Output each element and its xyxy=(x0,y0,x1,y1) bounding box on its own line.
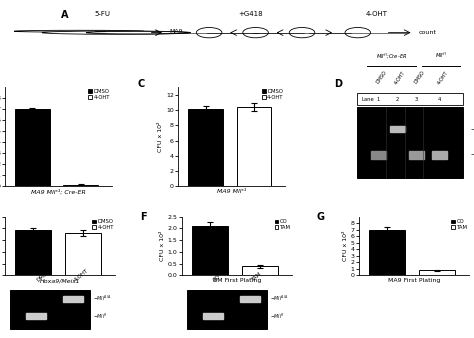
Legend: DMSO, 4-OHT: DMSO, 4-OHT xyxy=(261,88,285,101)
Text: 3: 3 xyxy=(415,97,418,102)
Ellipse shape xyxy=(14,30,144,32)
Bar xyxy=(409,151,424,159)
Text: MA9: MA9 xyxy=(170,29,183,34)
Text: D: D xyxy=(334,79,342,90)
Text: count: count xyxy=(418,30,436,35)
Bar xyxy=(65,233,101,275)
Ellipse shape xyxy=(289,27,315,38)
Bar xyxy=(15,110,50,186)
Bar xyxy=(16,230,51,275)
Text: $Mll^{fl}$;Cre-ER: $Mll^{fl}$;Cre-ER xyxy=(376,51,407,60)
Bar xyxy=(10,290,90,329)
Ellipse shape xyxy=(42,31,191,34)
Text: Lane: Lane xyxy=(362,97,374,102)
Ellipse shape xyxy=(345,27,371,38)
Bar xyxy=(432,151,447,159)
Ellipse shape xyxy=(196,27,222,38)
X-axis label: MA9 First Plating: MA9 First Plating xyxy=(388,278,440,283)
Bar xyxy=(242,266,278,275)
Bar xyxy=(357,93,464,105)
Bar xyxy=(390,126,405,132)
Text: $Mll^{fl}$: $Mll^{fl}$ xyxy=(435,50,447,60)
X-axis label: Hoxa9/Meis1: Hoxa9/Meis1 xyxy=(40,278,81,283)
Bar xyxy=(64,185,98,186)
Text: $-Mll^{\Delta/\Delta}$: $-Mll^{\Delta/\Delta}$ xyxy=(270,294,289,303)
X-axis label: MA9 Mllᶟ¹: MA9 Mllᶟ¹ xyxy=(217,189,246,194)
Bar xyxy=(369,230,405,275)
Bar xyxy=(203,314,223,319)
Text: +G418: +G418 xyxy=(238,11,263,17)
Text: TAM: TAM xyxy=(250,271,262,282)
Ellipse shape xyxy=(243,27,268,38)
X-axis label: MA9 Mllᶟ¹; Cre-ER: MA9 Mllᶟ¹; Cre-ER xyxy=(31,189,86,194)
Text: $-Mll^{\Delta/\Delta}$: $-Mll^{\Delta/\Delta}$ xyxy=(470,124,474,134)
Text: A: A xyxy=(61,10,68,20)
Bar xyxy=(419,270,455,275)
Legend: DMSO, 4-OHT: DMSO, 4-OHT xyxy=(91,218,115,231)
X-axis label: BM First Plating: BM First Plating xyxy=(213,278,261,283)
Bar xyxy=(26,314,46,319)
Bar xyxy=(357,107,464,178)
Text: DMSO: DMSO xyxy=(375,70,388,84)
Bar xyxy=(192,226,228,275)
Text: 1: 1 xyxy=(377,97,380,102)
Text: $-Mll^{fl}$: $-Mll^{fl}$ xyxy=(270,312,285,321)
Text: 4-OHT: 4-OHT xyxy=(73,267,90,282)
Bar xyxy=(240,296,260,301)
Text: F: F xyxy=(140,212,146,222)
Text: G: G xyxy=(317,212,325,222)
Y-axis label: CFU x 10²: CFU x 10² xyxy=(343,231,348,261)
Y-axis label: CFU x 10²: CFU x 10² xyxy=(158,122,164,152)
Text: 5-FU: 5-FU xyxy=(94,11,110,17)
Text: CO: CO xyxy=(213,273,222,282)
Bar xyxy=(237,107,271,186)
Legend: DMSO, 4-OHT: DMSO, 4-OHT xyxy=(87,88,111,101)
Bar xyxy=(189,110,223,186)
Text: C: C xyxy=(137,79,145,90)
Text: 4-OHT: 4-OHT xyxy=(365,11,387,17)
Text: 4-OHT: 4-OHT xyxy=(436,70,449,85)
Text: 2: 2 xyxy=(396,97,399,102)
Text: $-Mll^{\Delta/\Delta}$: $-Mll^{\Delta/\Delta}$ xyxy=(93,294,111,303)
Legend: CO, TAM: CO, TAM xyxy=(450,218,469,231)
Text: $-Mll^{fl}$: $-Mll^{fl}$ xyxy=(470,150,474,159)
Text: DMSO: DMSO xyxy=(36,268,52,282)
Text: 4-OHT: 4-OHT xyxy=(394,70,407,85)
Y-axis label: CFU x 10²: CFU x 10² xyxy=(160,231,165,261)
Text: DMSO: DMSO xyxy=(413,70,425,84)
Bar xyxy=(64,296,83,301)
Bar xyxy=(187,290,267,329)
Legend: CO, TAM: CO, TAM xyxy=(273,218,292,231)
Ellipse shape xyxy=(86,31,188,34)
Text: 4: 4 xyxy=(438,97,441,102)
Bar xyxy=(371,151,386,159)
Text: $-Mll^{fl}$: $-Mll^{fl}$ xyxy=(93,312,108,321)
